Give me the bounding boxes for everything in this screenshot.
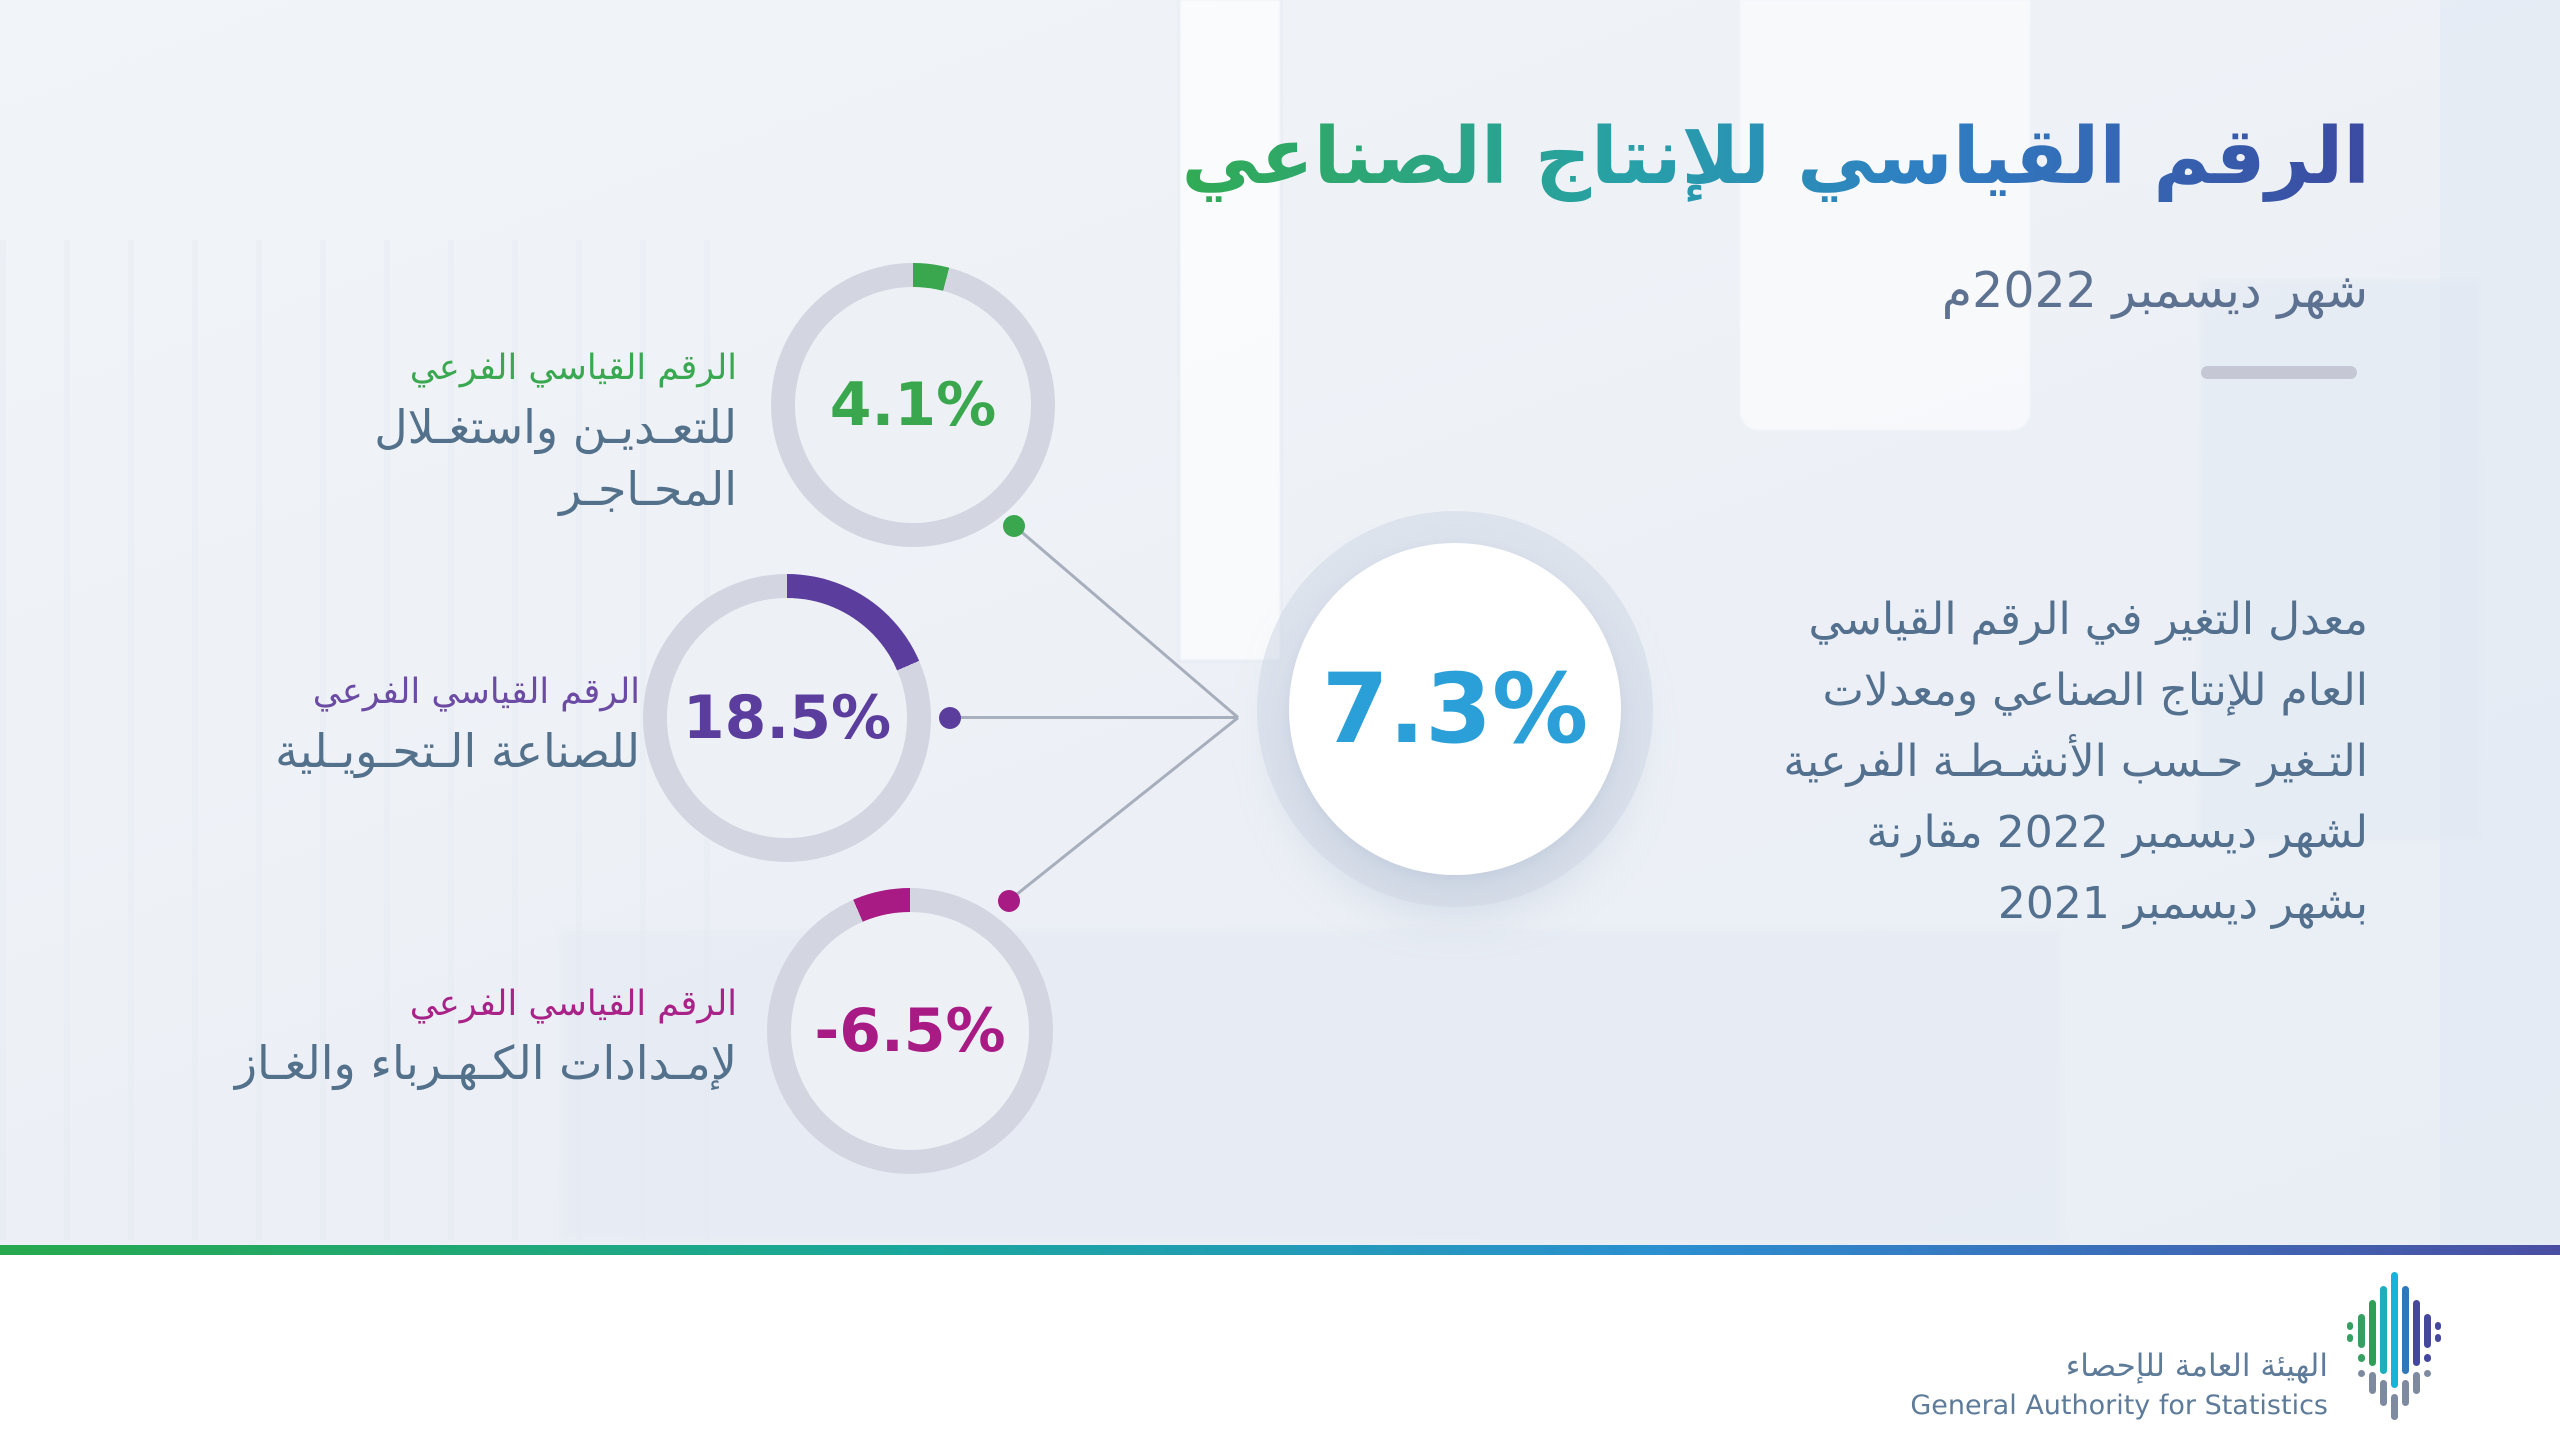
connector-dot-electricity-gas: [998, 890, 1020, 912]
footer-bar: [0, 1255, 2560, 1434]
background-chimney: [1180, 0, 1280, 660]
label-electricity-gas-category: الرقم القياسي الفرعي: [409, 984, 737, 1024]
connector-line-mining: [1013, 524, 1239, 719]
gastat-logo-bars: [2347, 1272, 2441, 1420]
label-electricity-gas: الرقم القياسي الفرعي لإمـدادات الكـهـربا…: [235, 984, 737, 1094]
label-mining-name: المحـاجـر: [559, 462, 737, 516]
label-manufacturing: الرقم القياسي الفرعي للصناعة الـتحـويـلي…: [275, 672, 640, 782]
label-manufacturing-category: الرقم القياسي الفرعي: [312, 672, 640, 712]
background-tower: [2440, 0, 2560, 1245]
description-line: معدل التغير في الرقم القياسي: [1808, 594, 2368, 645]
overall-index-value: 7.3%: [1321, 653, 1589, 765]
gauge-manufacturing: 18.5%: [643, 574, 931, 862]
authority-name: الهيئة العامة للإحصاء General Authority …: [1910, 1348, 2328, 1421]
description-line: لشهر ديسمبر 2022 مقارنة: [1866, 807, 2368, 858]
gauge-electricity-gas: -6.5%: [767, 888, 1053, 1174]
connector-dot-mining: [1003, 515, 1025, 537]
page-title: الرقم القياسي للإنتاج الصناعي: [1181, 112, 2370, 202]
description-line: التـغير حـسب الأنشـطـة الفرعية: [1783, 736, 2368, 787]
subtitle-underline: [2201, 366, 2357, 379]
label-manufacturing-name: للصناعة الـتحـويـلية: [275, 724, 640, 778]
connector-line-electricity-gas: [1008, 716, 1239, 902]
gauge-mining-value: 4.1%: [829, 370, 997, 440]
connector-dot-manufacturing: [939, 707, 961, 729]
description-line: العام للإنتاج الصناعي ومعدلات: [1822, 665, 2368, 716]
label-electricity-gas-name: لإمـدادات الكـهـرباء والغـاز: [234, 1036, 737, 1090]
report-month: شهر ديسمبر 2022م: [1941, 262, 2368, 319]
authority-name-english: General Authority for Statistics: [1910, 1390, 2328, 1421]
footer-gradient-divider: [0, 1245, 2560, 1255]
overall-index-circle: 7.3%: [1289, 543, 1621, 875]
label-mining-name: للتعـديـن واستغـلال: [374, 400, 737, 454]
gastat-logo: [2346, 1270, 2442, 1426]
gauge-manufacturing-value: 18.5%: [682, 683, 892, 753]
gauge-mining: 4.1%: [771, 263, 1055, 547]
connector-line-manufacturing: [950, 716, 1238, 719]
gauge-electricity-gas-value: -6.5%: [814, 996, 1006, 1066]
authority-name-arabic: الهيئة العامة للإحصاء: [2065, 1348, 2328, 1384]
description-text: معدل التغير في الرقم القياسي العام للإنت…: [1688, 584, 2368, 939]
label-mining: الرقم القياسي الفرعي للتعـديـن واستغـلال…: [374, 348, 737, 520]
label-mining-category: الرقم القياسي الفرعي: [409, 348, 737, 388]
background-chimney: [1740, 0, 2030, 430]
description-line: بشهر ديسمبر 2021: [1997, 878, 2368, 929]
